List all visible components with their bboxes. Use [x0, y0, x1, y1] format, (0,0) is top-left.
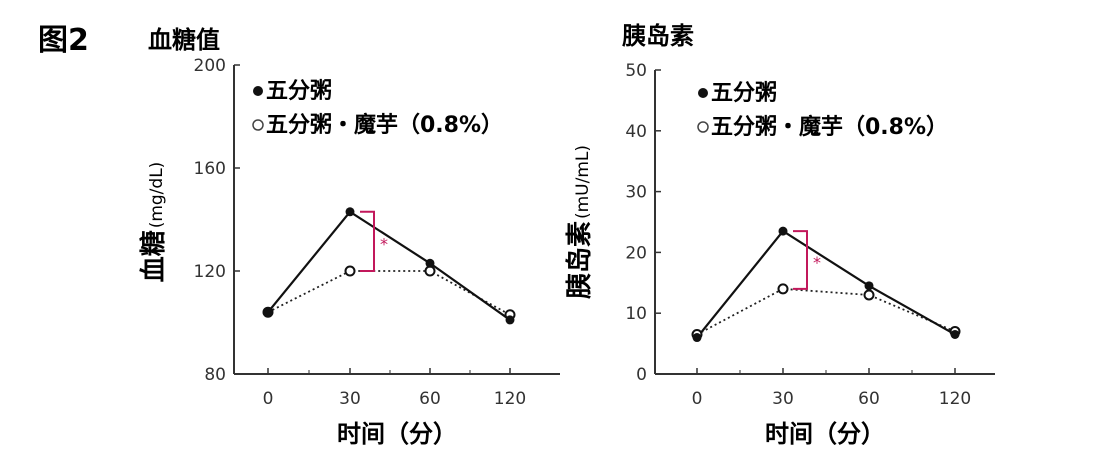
data-point-konjac: [777, 283, 789, 295]
x-axis-label: 时间（分）: [337, 420, 457, 448]
x-tick-label: 30: [339, 389, 361, 409]
y-axis-label-text: 胰岛素: [564, 221, 595, 299]
legend-marker-porridge: [253, 86, 263, 96]
data-point-porridge: [692, 333, 702, 343]
x-tick-label: 60: [419, 389, 441, 409]
data-point-porridge: [864, 281, 874, 291]
legend-label-porridge: 五分粥: [266, 79, 332, 104]
x-tick-label: 60: [858, 389, 880, 409]
legend-marker-konjac: [697, 121, 709, 133]
legend-marker-konjac: [252, 119, 264, 131]
y-tick-label: 40: [625, 122, 647, 142]
series-line-konjac: [267, 270, 511, 316]
y-axis-unit: (mg/dL): [147, 162, 167, 229]
series-line-porridge: [267, 210, 511, 321]
y-tick-label: 30: [625, 183, 647, 203]
data-point-porridge: [505, 315, 515, 325]
series-line-porridge: [696, 229, 956, 339]
significance-bracket: [360, 210, 375, 272]
chart-title: 胰岛素: [622, 22, 694, 50]
legend-marker-porridge: [698, 88, 708, 98]
significance-marker: *: [813, 253, 821, 272]
y-tick-label: 50: [625, 61, 647, 81]
y-tick-label: 80: [204, 365, 226, 385]
data-point-porridge: [950, 329, 960, 339]
x-tick-label: 120: [939, 389, 971, 409]
y-axis-unit: (mU/mL): [573, 145, 593, 219]
y-axis-label-text: 血糖: [138, 230, 169, 282]
y-tick-label: 200: [194, 56, 226, 76]
y-tick-label: 0: [636, 365, 647, 385]
chart-title: 血糖值: [148, 26, 220, 54]
y-tick-label: 20: [625, 243, 647, 263]
x-axis-label: 时间（分）: [765, 420, 885, 448]
x-tick-label: 0: [692, 389, 703, 409]
legend-label-porridge: 五分粥: [711, 81, 777, 106]
y-tick-label: 120: [194, 262, 226, 282]
significance-marker: *: [380, 234, 388, 253]
y-tick-label: 160: [194, 159, 226, 179]
x-tick-label: 30: [772, 389, 794, 409]
data-point-porridge: [345, 207, 355, 217]
legend-label-konjac: 五分粥・魔芋（0.8%）: [266, 112, 503, 138]
data-point-porridge: [263, 307, 273, 317]
data-point-porridge: [425, 258, 435, 268]
x-tick-label: 120: [494, 389, 526, 409]
y-axis-label: 胰岛素(mU/mL): [564, 145, 595, 299]
data-point-konjac: [344, 265, 356, 277]
data-point-konjac: [863, 289, 875, 301]
series-line-konjac: [696, 287, 956, 336]
legend-label-konjac: 五分粥・魔芋（0.8%）: [711, 114, 948, 140]
chart-blood-glucose: 血糖值 80 120 160 200 0 30 60 120 时间（分） 血糖(mg/dL) * 五分粥…: [138, 26, 560, 448]
significance-bracket: [793, 230, 808, 290]
y-tick-label: 10: [625, 304, 647, 324]
data-point-porridge: [778, 226, 788, 236]
x-tick-label: 0: [263, 389, 274, 409]
y-axis-label: 血糖(mg/dL): [138, 162, 169, 283]
data-point-konjac: [424, 265, 436, 277]
figure-label: 图2: [38, 23, 89, 58]
